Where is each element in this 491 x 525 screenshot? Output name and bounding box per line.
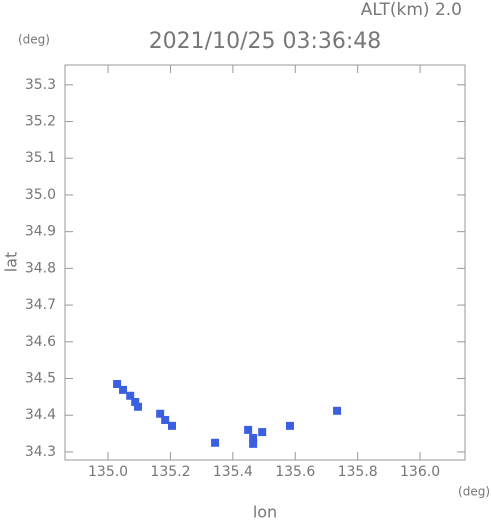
y-tick-label: 35.3 bbox=[25, 77, 56, 93]
y-tick-label: 35.2 bbox=[25, 114, 56, 130]
x-tick-label: 135.8 bbox=[338, 464, 378, 480]
y-tick-label: 34.5 bbox=[25, 371, 56, 387]
y-tick-label: 34.8 bbox=[25, 260, 56, 276]
x-tick-label: 136.0 bbox=[400, 464, 440, 480]
y-unit: (deg) bbox=[18, 33, 50, 47]
echo-point bbox=[113, 380, 122, 389]
echo-point bbox=[249, 433, 258, 442]
echo-point bbox=[119, 385, 128, 394]
x-axis-label: lon bbox=[253, 503, 277, 522]
echo-point bbox=[134, 402, 143, 411]
y-tick-label: 34.7 bbox=[25, 297, 56, 313]
echo-point bbox=[249, 439, 258, 448]
echo-point bbox=[161, 415, 170, 424]
echo-point bbox=[211, 438, 220, 447]
x-tick-label: 135.0 bbox=[88, 464, 128, 480]
x-unit: (deg) bbox=[458, 485, 490, 499]
echo-point bbox=[285, 421, 294, 430]
echo-point bbox=[126, 391, 135, 400]
y-tick-label: 35.1 bbox=[25, 150, 56, 166]
y-tick-label: 34.4 bbox=[25, 407, 56, 423]
echo-point bbox=[333, 406, 342, 415]
plot-frame bbox=[64, 64, 466, 461]
y-tick-label: 35.0 bbox=[25, 187, 56, 203]
x-tick-label: 135.6 bbox=[275, 464, 315, 480]
echo-point bbox=[258, 428, 267, 437]
y-tick-label: 34.6 bbox=[25, 334, 56, 350]
echo-point bbox=[244, 425, 253, 434]
y-axis-label: lat bbox=[2, 252, 21, 273]
echo-point bbox=[131, 397, 140, 406]
y-tick-label: 34.3 bbox=[25, 444, 56, 460]
x-tick-label: 135.2 bbox=[150, 464, 190, 480]
chart-title: 2021/10/25 03:36:48 bbox=[149, 29, 382, 54]
y-tick-label: 34.9 bbox=[25, 224, 56, 240]
echo-point bbox=[156, 409, 165, 418]
subtitle: ALT(km) 2.0 bbox=[361, 0, 462, 20]
echo-point bbox=[168, 421, 177, 430]
x-tick-label: 135.4 bbox=[213, 464, 253, 480]
